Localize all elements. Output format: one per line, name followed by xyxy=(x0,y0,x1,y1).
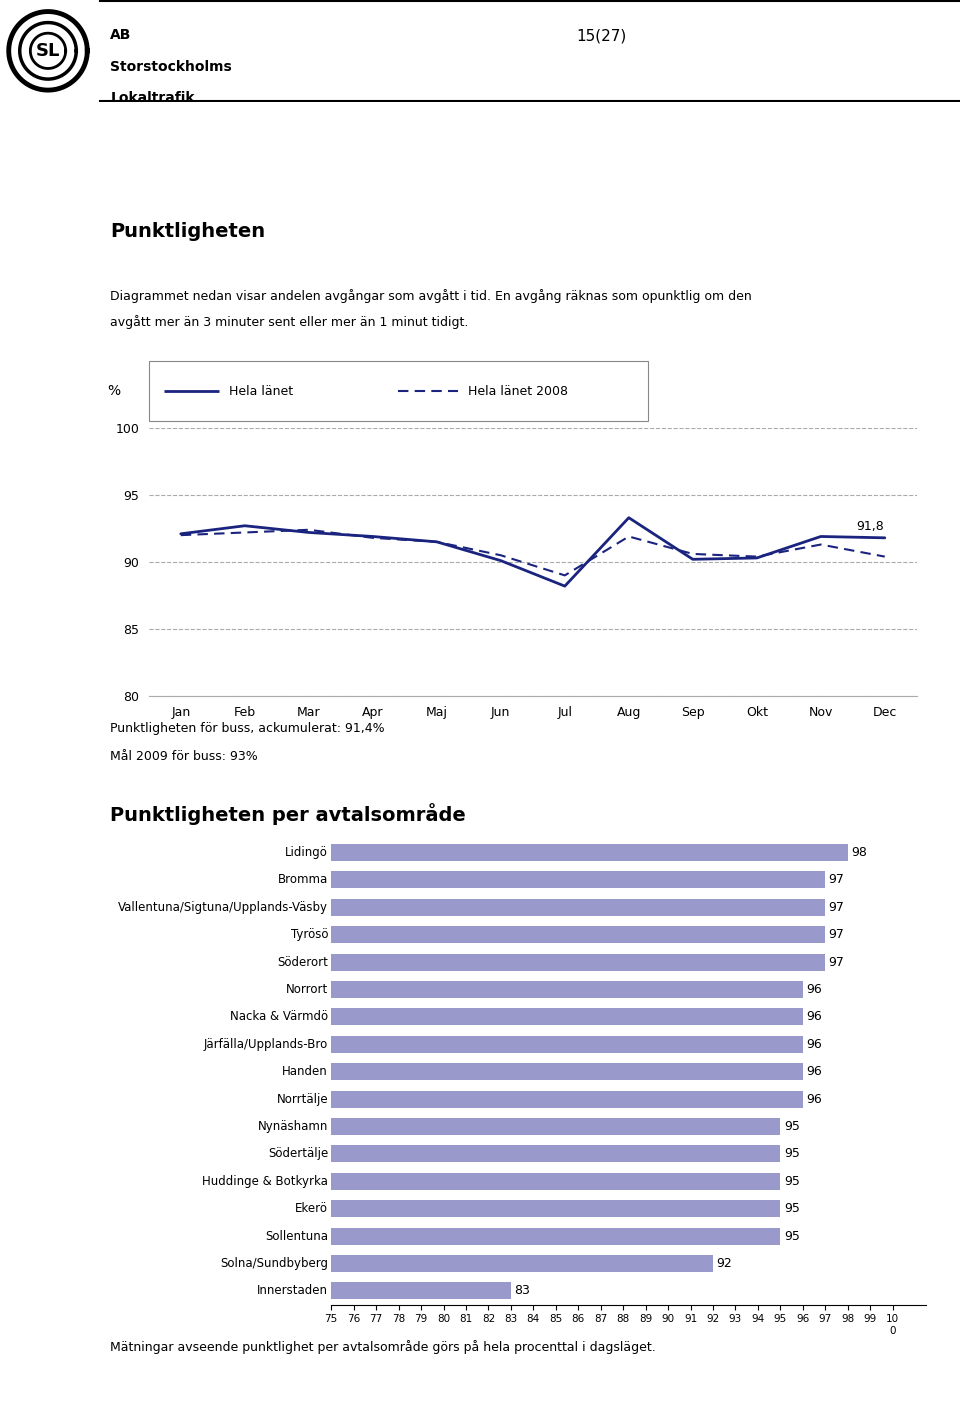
Text: %: % xyxy=(108,384,120,398)
Text: AB: AB xyxy=(110,28,132,42)
Text: Punktligheten: Punktligheten xyxy=(110,222,266,240)
Text: 95: 95 xyxy=(783,1202,800,1216)
Text: 92: 92 xyxy=(716,1257,732,1269)
Text: 96: 96 xyxy=(806,1038,822,1051)
Bar xyxy=(0,1255,713,1272)
Bar xyxy=(0,1200,780,1217)
Bar xyxy=(0,1036,803,1053)
Text: 97: 97 xyxy=(828,956,845,969)
Bar xyxy=(0,899,826,916)
Text: Nacka & Värmdö: Nacka & Värmdö xyxy=(230,1011,328,1024)
Text: Innerstaden: Innerstaden xyxy=(257,1285,328,1298)
Text: Lokaltrafik: Lokaltrafik xyxy=(110,90,195,104)
Text: 91,8: 91,8 xyxy=(856,520,884,534)
Text: 96: 96 xyxy=(806,983,822,995)
Text: Storstockholms: Storstockholms xyxy=(110,59,232,73)
Text: Bromma: Bromma xyxy=(277,874,328,887)
Text: Hela länet 2008: Hela länet 2008 xyxy=(468,384,568,398)
Text: 97: 97 xyxy=(828,901,845,914)
Text: Solna/Sundbyberg: Solna/Sundbyberg xyxy=(220,1257,328,1269)
Text: 95: 95 xyxy=(783,1148,800,1161)
Text: SL: SL xyxy=(36,42,60,59)
Bar xyxy=(0,844,848,861)
Text: Nynäshamn: Nynäshamn xyxy=(257,1120,328,1132)
Text: 83: 83 xyxy=(515,1285,530,1298)
Text: Järfälla/Upplands-Bro: Järfälla/Upplands-Bro xyxy=(204,1038,328,1051)
Text: Diagrammet nedan visar andelen avgångar som avgått i tid. En avgång räknas som o: Diagrammet nedan visar andelen avgångar … xyxy=(110,289,752,304)
Bar xyxy=(0,926,826,943)
Bar xyxy=(0,1008,803,1025)
Text: 95: 95 xyxy=(783,1230,800,1243)
Text: Mål 2009 för buss: 93%: Mål 2009 för buss: 93% xyxy=(110,750,258,762)
Bar xyxy=(0,871,826,888)
Text: 97: 97 xyxy=(828,928,845,942)
Text: 15(27): 15(27) xyxy=(576,28,626,44)
Text: Vallentuna/Sigtuna/Upplands-Väsby: Vallentuna/Sigtuna/Upplands-Väsby xyxy=(118,901,328,914)
Text: Ekerö: Ekerö xyxy=(295,1202,328,1216)
Text: Hela länet: Hela länet xyxy=(228,384,293,398)
FancyBboxPatch shape xyxy=(149,361,648,421)
Bar xyxy=(0,1173,780,1190)
Bar xyxy=(0,953,826,970)
Text: 95: 95 xyxy=(783,1120,800,1132)
Bar xyxy=(0,1118,780,1135)
Bar xyxy=(0,1145,780,1162)
Text: avgått mer än 3 minuter sent eller mer än 1 minut tidigt.: avgått mer än 3 minuter sent eller mer ä… xyxy=(110,315,468,329)
Text: 98: 98 xyxy=(852,846,867,858)
Text: 96: 96 xyxy=(806,1093,822,1106)
Text: 97: 97 xyxy=(828,874,845,887)
Text: 96: 96 xyxy=(806,1065,822,1079)
Bar xyxy=(0,1090,803,1107)
Text: Mätningar avseende punktlighet per avtalsområde görs på hela procenttal i dagslä: Mätningar avseende punktlighet per avtal… xyxy=(110,1340,656,1354)
Text: Söderort: Söderort xyxy=(277,956,328,969)
Text: Tyrösö: Tyrösö xyxy=(291,928,328,942)
Text: Norrort: Norrort xyxy=(286,983,328,995)
Text: Huddinge & Botkyrka: Huddinge & Botkyrka xyxy=(203,1175,328,1187)
Text: Norrtälje: Norrtälje xyxy=(276,1093,328,1106)
Text: Punktligheten per avtalsområde: Punktligheten per avtalsområde xyxy=(110,803,467,826)
Bar xyxy=(0,1282,511,1299)
Text: 95: 95 xyxy=(783,1175,800,1187)
Text: Lidingö: Lidingö xyxy=(285,846,328,858)
Bar xyxy=(0,1227,780,1244)
Text: Sollentuna: Sollentuna xyxy=(265,1230,328,1243)
Text: 96: 96 xyxy=(806,1011,822,1024)
Text: Handen: Handen xyxy=(282,1065,328,1079)
Text: Södertälje: Södertälje xyxy=(268,1148,328,1161)
Bar xyxy=(0,1063,803,1080)
Text: Punktligheten för buss, ackumulerat: 91,4%: Punktligheten för buss, ackumulerat: 91,… xyxy=(110,722,385,734)
Bar xyxy=(0,981,803,998)
